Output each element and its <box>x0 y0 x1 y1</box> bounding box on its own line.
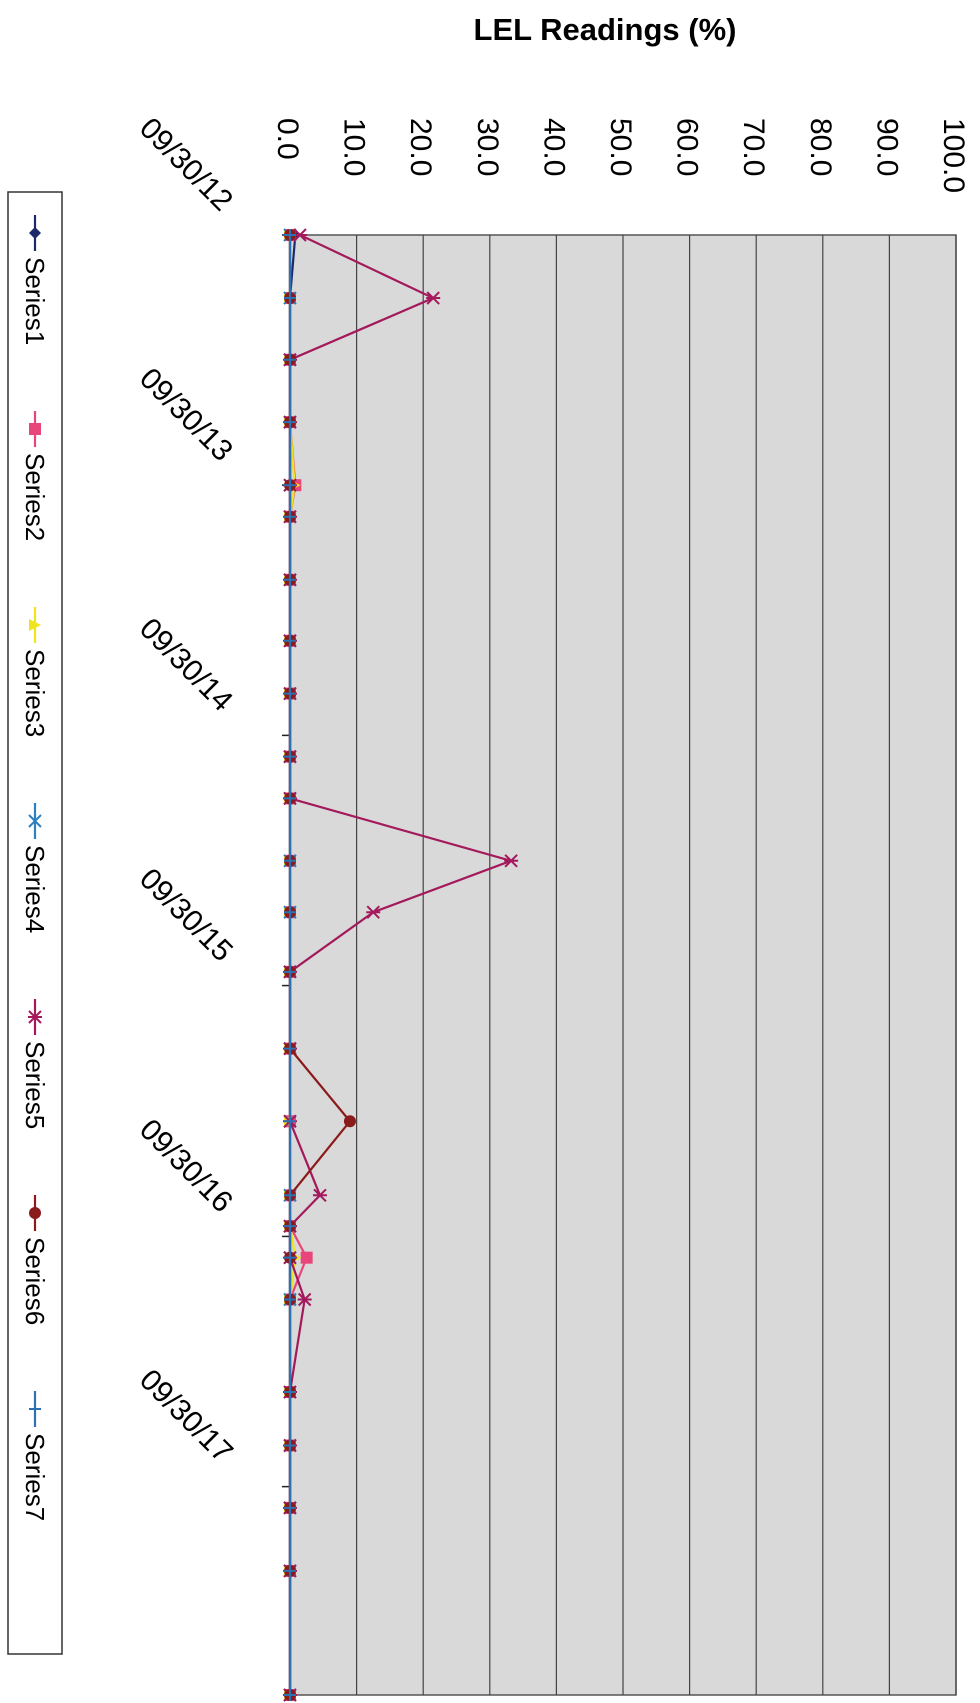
data-point <box>284 353 296 366</box>
y-tick-label: 70.0 <box>737 118 770 176</box>
legend-label: Series4 <box>20 845 50 933</box>
x-tick-label: 09/30/14 <box>133 612 239 718</box>
data-point <box>284 229 296 241</box>
data-point <box>297 1292 312 1307</box>
data-point <box>284 854 296 867</box>
y-tick-label: 10.0 <box>338 118 371 176</box>
y-tick-label: 20.0 <box>404 118 437 176</box>
y-tick-label: 30.0 <box>471 118 504 176</box>
data-point <box>343 1115 356 1128</box>
y-tick-label: 0.0 <box>271 118 304 160</box>
data-point <box>284 965 296 978</box>
legend-marker <box>28 814 42 828</box>
legend-marker <box>29 619 41 631</box>
x-tick-label: 09/30/12 <box>133 112 239 218</box>
x-tick-label: 09/30/17 <box>133 1363 239 1469</box>
data-point <box>284 1251 296 1264</box>
data-point <box>426 291 441 305</box>
data-point <box>284 1293 296 1306</box>
y-tick-label: 90.0 <box>870 118 903 176</box>
data-point <box>284 416 296 429</box>
y-tick-label: 100.0 <box>937 118 970 193</box>
data-point <box>284 1042 296 1055</box>
legend-marker <box>29 423 41 435</box>
data-point <box>284 687 296 700</box>
data-point <box>284 1386 296 1399</box>
data-point <box>284 1439 296 1452</box>
data-point <box>284 479 296 492</box>
x-tick-label: 09/30/16 <box>133 1113 239 1219</box>
data-point <box>366 905 381 919</box>
x-tick-label: 09/30/13 <box>133 362 239 468</box>
y-tick-label: 50.0 <box>604 118 637 176</box>
data-point <box>284 1189 296 1202</box>
legend-marker <box>29 227 41 239</box>
data-point <box>284 634 296 647</box>
legend-label: Series7 <box>20 1433 50 1521</box>
gridlines <box>356 235 957 1695</box>
legend-label: Series1 <box>20 257 50 345</box>
data-point <box>284 1115 296 1128</box>
legend-label: Series2 <box>20 453 50 541</box>
legend-label: Series6 <box>20 1237 50 1325</box>
data-point <box>284 292 296 305</box>
legend-marker <box>29 1207 41 1219</box>
data-point <box>284 1501 296 1514</box>
data-point <box>284 1689 296 1701</box>
data-point <box>312 1188 327 1203</box>
y-tick-label: 60.0 <box>671 118 704 176</box>
x-tick-label: 09/30/15 <box>133 862 239 968</box>
legend: Series1 Series2 Series3 Series4 Series5 Serie… <box>7 191 63 1655</box>
data-point <box>284 750 296 763</box>
data-point <box>284 906 296 919</box>
data-point <box>284 1220 296 1233</box>
series-lines <box>283 228 519 1702</box>
data-point <box>284 510 296 523</box>
legend-marker <box>29 1403 41 1415</box>
legend-label: Series3 <box>20 649 50 737</box>
y-tick-label: 80.0 <box>804 118 837 176</box>
data-point <box>284 1564 296 1577</box>
legend-marker <box>28 1010 42 1024</box>
data-point <box>284 573 296 586</box>
data-point <box>284 792 296 805</box>
chart-title: LEL Readings (%) <box>474 12 737 47</box>
series-Series7 <box>284 229 296 1701</box>
y-tick-label: 40.0 <box>537 118 570 176</box>
data-point <box>504 854 519 868</box>
legend-label: Series5 <box>20 1041 50 1129</box>
data-point <box>300 1251 313 1264</box>
